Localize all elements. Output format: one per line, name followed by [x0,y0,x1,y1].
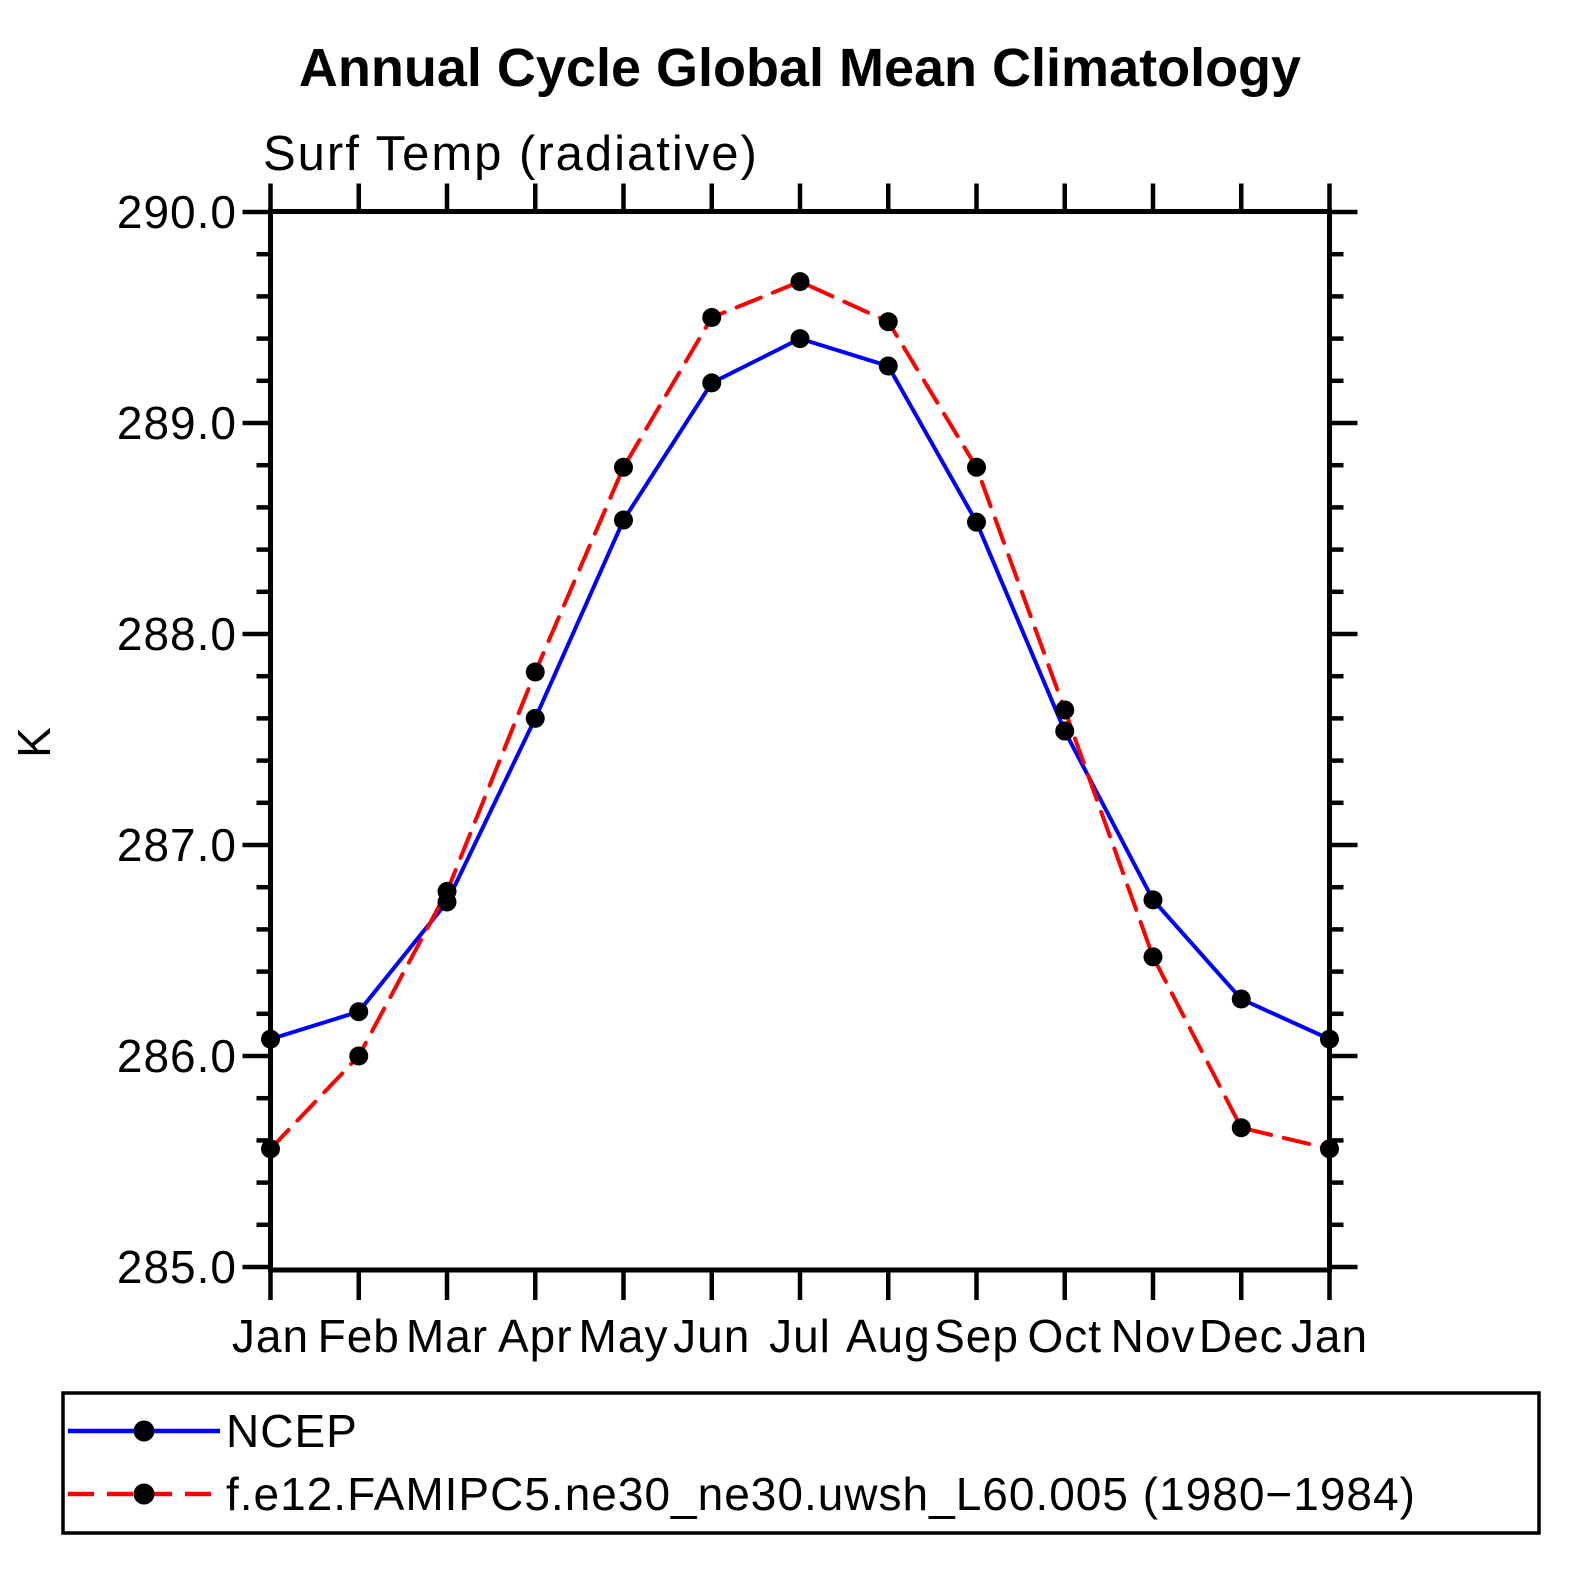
data-point [1231,989,1251,1009]
data-point [967,512,986,532]
data-point [967,457,986,477]
data-point [525,662,545,682]
series-line-NCEP [268,336,1332,1042]
legend-marker [133,1483,155,1505]
data-point [1055,721,1075,741]
data-point [878,356,898,376]
x-tick-label: Jun [673,1310,750,1362]
chart-title: Annual Cycle Global Mean Climatology [299,38,1301,98]
x-tick-label: Dec [1199,1310,1284,1362]
data-point [261,1139,280,1159]
y-tick-label: 289.0 [117,397,237,449]
x-tick-label: Jan [232,1310,309,1362]
plot-frame [268,209,1332,1273]
y-axis-label: K [8,726,60,758]
data-point [790,329,810,349]
y-tick-label: 287.0 [117,819,237,871]
data-point [790,272,810,292]
y-tick-label: 288.0 [117,608,237,660]
y-tick-label: 286.0 [117,1030,237,1082]
data-point [525,708,545,728]
x-tick-label: Sep [934,1310,1019,1362]
data-point [702,308,722,327]
x-tick-label: Apr [498,1310,573,1362]
x-tick-label: Mar [406,1310,488,1362]
data-point [702,373,722,393]
data-point [878,312,898,332]
data-point [1055,700,1075,720]
data-point [1143,890,1163,910]
data-point [349,1046,369,1066]
y-tick-label: 290.0 [117,186,237,238]
legend-entry-label: f.e12.FAMIPC5.ne30_ne30.uwsh_L60.005 (19… [226,1468,1416,1520]
x-tick-label: Nov [1111,1310,1196,1362]
data-point [349,1002,369,1022]
x-tick-label: Oct [1027,1310,1102,1362]
data-point [1320,1029,1339,1049]
data-point [614,457,633,477]
y-tick-label: 285.0 [117,1241,237,1293]
x-tick-label: May [579,1310,669,1362]
series-line-f [268,279,1332,1151]
x-tick-label: Aug [846,1310,931,1362]
data-point [261,1029,280,1049]
legend-entry-label: NCEP [226,1405,358,1457]
data-point [437,881,457,901]
legend: NCEP f.e12.FAMIPC5.ne30_ne30.uwsh_L60.005… [61,1391,1541,1535]
data-point [1231,1118,1251,1138]
axes: Jan Feb Mar Apr May Jun Jul Aug Sep Oct Nov Dec Jan2… [117,183,1368,1362]
legend-marker [133,1420,155,1442]
x-tick-label: Feb [318,1310,400,1362]
data-point [1320,1139,1339,1159]
data-point [614,510,633,530]
series [261,272,1339,1159]
legend-box [61,1391,1541,1535]
chart-subtitle: Surf Temp (radiative) [263,127,759,181]
x-tick-label: Jan [1291,1310,1368,1362]
data-point [1143,947,1163,967]
x-tick-label: Jul [769,1310,831,1362]
